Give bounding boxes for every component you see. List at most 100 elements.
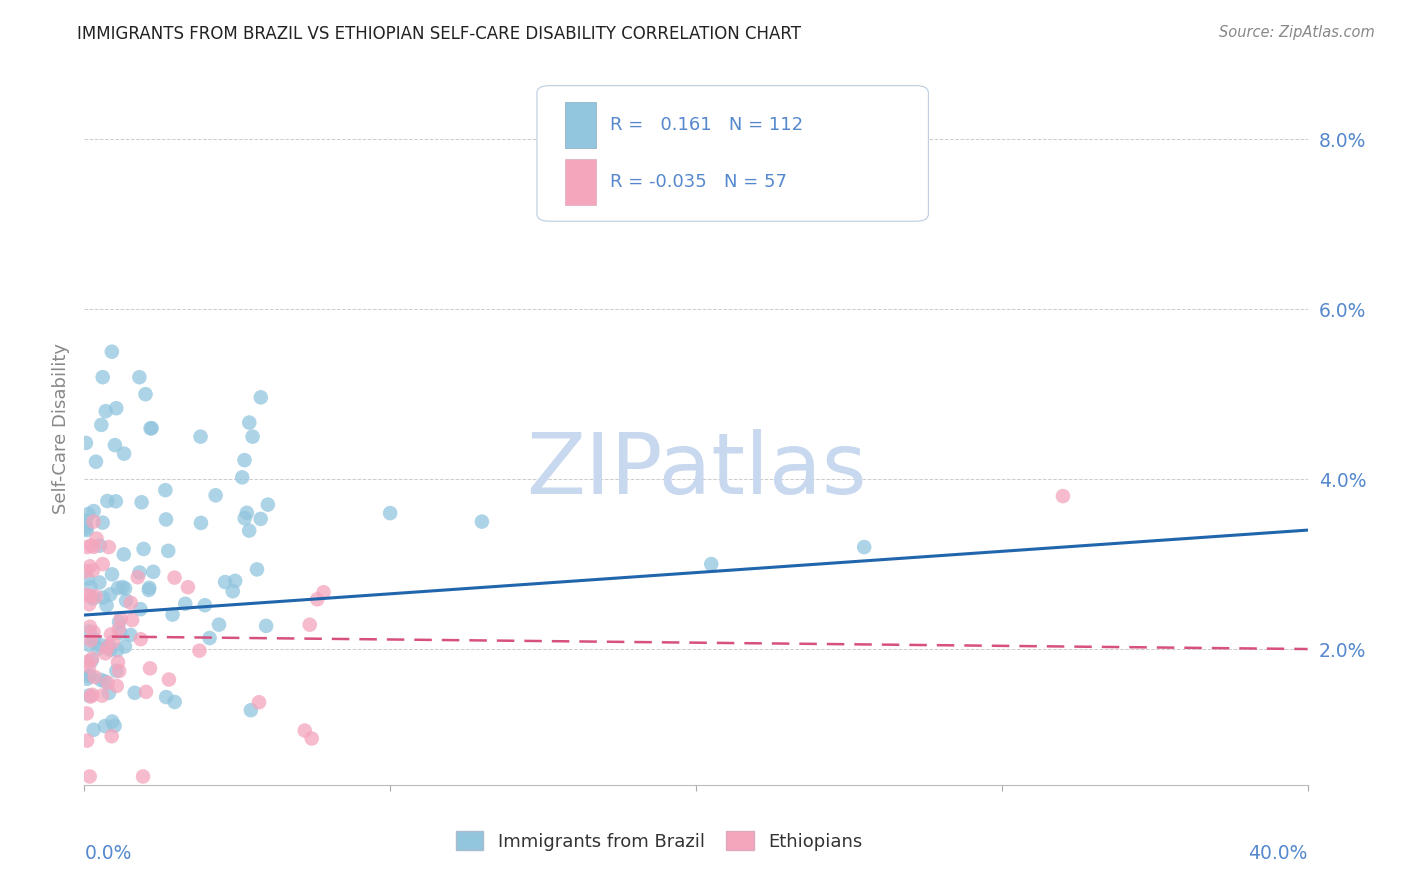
Point (104, 494, 127, 508)
Point (94, 719, 117, 733)
Point (76, 523, 98, 537)
Point (101, 567, 124, 582)
Point (91, 689, 114, 703)
Point (246, 562, 269, 576)
Point (578, 200, 600, 214)
Point (77, 655, 100, 669)
Point (84, 590, 107, 604)
Point (155, 512, 177, 526)
Point (76, 572, 98, 586)
Point (157, 544, 180, 558)
Point (142, 565, 165, 579)
Point (105, 643, 128, 657)
Point (131, 495, 153, 509)
Point (83, 515, 105, 529)
Point (128, 370, 150, 384)
Point (94, 646, 117, 660)
Point (198, 631, 221, 645)
Point (83, 504, 105, 518)
Point (129, 602, 152, 616)
Point (120, 628, 142, 642)
Point (208, 617, 231, 632)
Point (79, 580, 101, 594)
Point (238, 416, 260, 430)
Point (89, 539, 111, 553)
Point (80, 653, 103, 667)
Point (79, 668, 101, 682)
Point (162, 607, 184, 622)
Point (75, 513, 97, 527)
Point (249, 512, 271, 526)
Point (174, 597, 197, 611)
Text: 40.0%: 40.0% (1249, 845, 1308, 863)
Point (114, 582, 136, 596)
Point (75, 564, 97, 578)
FancyBboxPatch shape (565, 102, 596, 148)
Point (79, 620, 101, 634)
Point (155, 690, 177, 704)
Point (224, 574, 246, 588)
Point (139, 661, 162, 675)
Point (247, 695, 270, 709)
Point (101, 634, 124, 648)
Point (222, 584, 245, 599)
Point (132, 541, 155, 556)
Y-axis label: Self-Care Disability: Self-Care Disability (52, 343, 70, 514)
Point (94, 404, 117, 418)
Point (301, 731, 323, 746)
Point (231, 470, 253, 484)
Point (96, 494, 118, 508)
Point (307, 592, 329, 607)
Point (141, 421, 163, 435)
Point (75, 436, 97, 450)
Point (853, 540, 876, 554)
Point (82, 563, 104, 577)
Point (97, 686, 120, 700)
Point (120, 596, 142, 610)
Legend: Immigrants from Brazil, Ethiopians: Immigrants from Brazil, Ethiopians (449, 824, 869, 858)
Point (101, 344, 124, 359)
Point (101, 714, 124, 729)
Point (204, 488, 226, 502)
Point (135, 685, 157, 699)
Text: R =   0.161   N = 112: R = 0.161 N = 112 (610, 116, 803, 134)
Point (77, 689, 100, 703)
Point (110, 612, 132, 626)
Point (75, 588, 97, 602)
Point (190, 516, 212, 530)
Point (471, 515, 494, 529)
Point (108, 625, 131, 640)
Point (76, 672, 98, 686)
Point (76, 540, 98, 554)
Point (77, 638, 100, 652)
Point (107, 655, 129, 669)
Point (298, 617, 321, 632)
Text: 0.0%: 0.0% (84, 845, 132, 863)
Point (96, 599, 118, 613)
Point (157, 673, 180, 687)
Point (249, 390, 271, 404)
Point (83, 632, 105, 647)
Point (91, 557, 114, 571)
Point (177, 580, 200, 594)
Point (214, 575, 236, 590)
Text: ZIPatlas: ZIPatlas (526, 429, 866, 513)
Point (105, 401, 128, 416)
Point (82, 688, 104, 702)
Point (115, 593, 138, 607)
Point (79, 690, 101, 704)
Point (233, 453, 256, 467)
Point (77, 659, 100, 673)
Point (127, 570, 149, 584)
Point (75, 518, 97, 533)
Point (83, 625, 105, 640)
Point (121, 613, 143, 627)
Point (79, 559, 101, 574)
Point (96, 640, 118, 655)
Point (91, 591, 114, 605)
Point (98, 642, 121, 657)
Point (257, 498, 280, 512)
Point (124, 686, 146, 700)
Point (238, 524, 260, 538)
Point (108, 615, 131, 629)
